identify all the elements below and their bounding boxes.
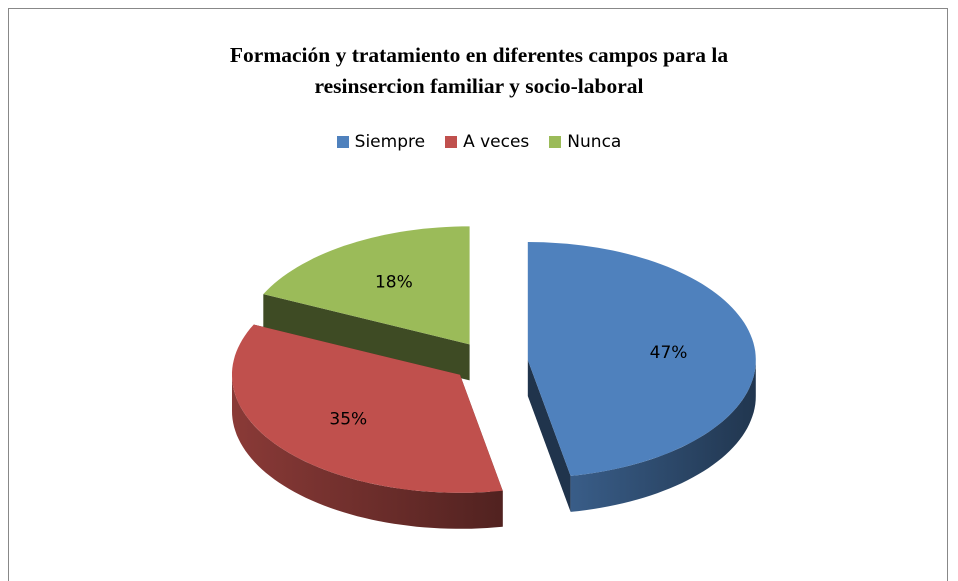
slice-side [570, 360, 756, 512]
slice [263, 226, 470, 345]
data-label: 47% [650, 343, 688, 363]
slice-side [263, 294, 470, 381]
legend-item: A veces [445, 132, 529, 152]
legend-item: Nunca [549, 132, 621, 152]
legend: Siempre A veces Nunca [0, 132, 958, 152]
legend-label: A veces [463, 132, 530, 152]
data-label: 18% [375, 273, 413, 293]
chart-frame [8, 8, 948, 581]
legend-swatch [445, 136, 458, 148]
legend-label: Nunca [567, 132, 622, 152]
legend-label: Siempre [354, 132, 426, 152]
slice-side [527, 360, 571, 512]
legend-swatch [336, 136, 349, 148]
slice [527, 242, 756, 476]
legend-item: Siempre [336, 132, 426, 152]
slice [232, 324, 503, 493]
data-label: 35% [329, 410, 367, 430]
slice-side [232, 374, 503, 529]
legend-swatch [549, 136, 562, 148]
chart-title: Formación y tratamiento en diferentes ca… [229, 43, 729, 98]
